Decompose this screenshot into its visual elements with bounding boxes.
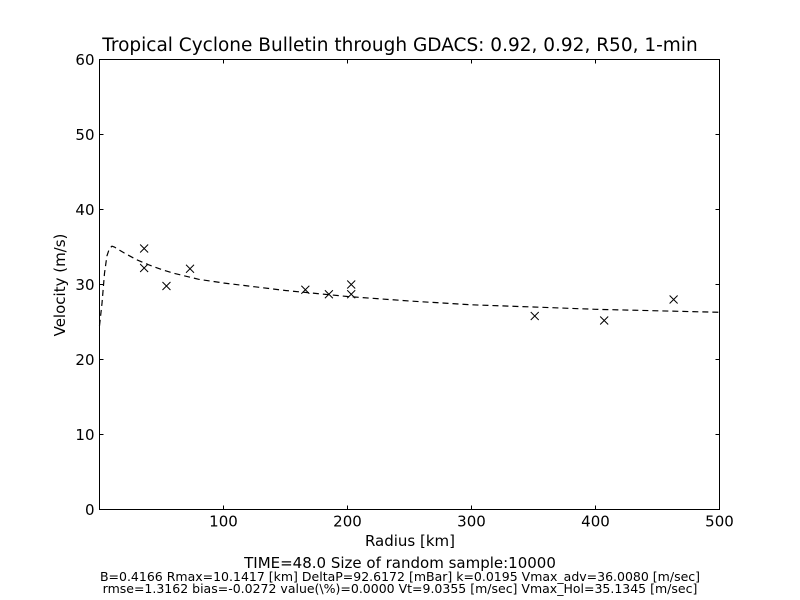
data-point-x-marker	[162, 281, 171, 291]
x-tick-label: 200	[333, 513, 362, 531]
y-tick-label: 0	[85, 501, 95, 519]
y-tick-label: 10	[75, 426, 94, 444]
x-tick-label: 500	[705, 513, 734, 531]
data-point-x-marker	[346, 289, 356, 299]
data-point-x-marker	[599, 316, 609, 325]
y-tick-label: 50	[75, 126, 94, 144]
data-point-x-marker	[669, 295, 678, 304]
footer-line-time-sample: TIME=48.0 Size of random sample:10000	[244, 554, 556, 572]
data-point-x-marker	[185, 264, 195, 274]
y-tick-label: 40	[75, 201, 94, 219]
x-axis-label: Radius [km]	[365, 532, 455, 550]
data-point-x-marker	[300, 285, 310, 295]
data-point-x-marker	[530, 311, 540, 321]
plot-frame	[99, 59, 720, 510]
data-point-x-marker	[139, 263, 149, 273]
y-axis-label: Velocity (m/s)	[51, 234, 69, 337]
footer-line-statistics: rmse=1.3162 bias=-0.0272 value(\%)=0.000…	[102, 581, 698, 596]
chart-title: Tropical Cyclone Bulletin through GDACS:…	[102, 35, 698, 56]
y-tick-label: 60	[75, 51, 94, 69]
data-point-x-marker	[346, 280, 356, 289]
data-point-x-marker	[324, 289, 334, 299]
x-tick-label: 100	[209, 513, 238, 531]
fit-curve-dashed	[98, 245, 720, 326]
data-point-x-marker	[139, 244, 149, 253]
y-tick-label: 20	[75, 351, 94, 369]
y-tick-label: 30	[75, 276, 94, 294]
x-tick-label: 400	[581, 513, 610, 531]
footer-line-parameters: B=0.4166 Rmax=10.1417 [km] DeltaP=92.617…	[99, 569, 701, 584]
x-tick-label: 300	[457, 513, 486, 531]
